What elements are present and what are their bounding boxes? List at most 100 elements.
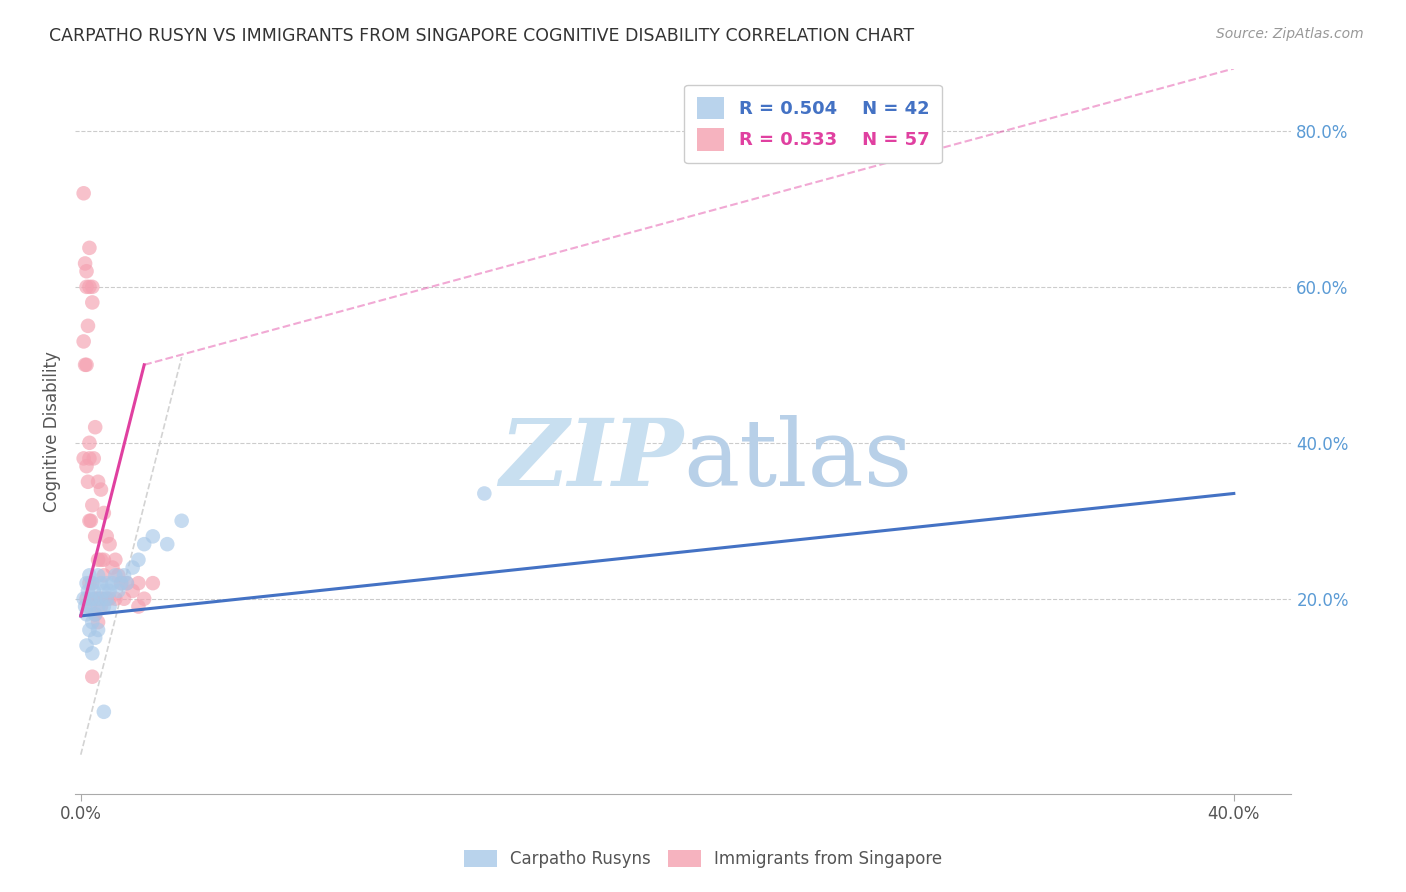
Point: [79, 280, 101, 294]
Point: [115, 576, 138, 591]
Y-axis label: Cognitive Disability: Cognitive Disability: [44, 351, 60, 511]
Point: [72, 186, 94, 201]
Point: [84, 591, 107, 606]
Point: [79, 568, 101, 582]
Text: ZIP: ZIP: [499, 415, 683, 505]
Point: [96, 576, 118, 591]
Point: [93, 568, 115, 582]
Text: Source: ZipAtlas.com: Source: ZipAtlas.com: [1216, 27, 1364, 41]
Point: [76, 576, 98, 591]
Legend: R = 0.504    N = 42, R = 0.533    N = 57: R = 0.504 N = 42, R = 0.533 N = 57: [685, 85, 942, 163]
Point: [87, 591, 110, 606]
Point: [79, 623, 101, 637]
Point: [142, 576, 165, 591]
Point: [77, 318, 100, 333]
Point: [82, 498, 104, 512]
Point: [121, 560, 143, 574]
Point: [82, 670, 104, 684]
Point: [90, 576, 112, 591]
Point: [90, 599, 112, 614]
Point: [112, 591, 135, 606]
Point: [87, 553, 110, 567]
Point: [472, 486, 495, 500]
Point: [98, 599, 121, 614]
Point: [79, 599, 101, 614]
Point: [107, 583, 129, 598]
Point: [87, 599, 110, 614]
Point: [134, 591, 156, 606]
Point: [90, 591, 112, 606]
Point: [93, 599, 115, 614]
Point: [84, 607, 107, 622]
Point: [110, 576, 132, 591]
Point: [84, 607, 107, 622]
Point: [93, 553, 115, 567]
Point: [87, 623, 110, 637]
Point: [76, 639, 98, 653]
Point: [87, 475, 110, 489]
Point: [107, 568, 129, 582]
Point: [112, 568, 135, 582]
Point: [90, 553, 112, 567]
Point: [83, 583, 105, 598]
Point: [82, 646, 104, 660]
Point: [121, 583, 143, 598]
Point: [76, 264, 98, 278]
Point: [82, 615, 104, 629]
Point: [79, 241, 101, 255]
Point: [98, 583, 121, 598]
Point: [84, 591, 107, 606]
Point: [75, 599, 97, 614]
Text: atlas: atlas: [683, 415, 912, 505]
Point: [72, 451, 94, 466]
Point: [90, 483, 112, 497]
Point: [127, 576, 149, 591]
Point: [84, 631, 107, 645]
Point: [80, 591, 103, 606]
Point: [101, 560, 124, 574]
Point: [77, 583, 100, 598]
Point: [77, 475, 100, 489]
Point: [142, 529, 165, 543]
Point: [134, 537, 156, 551]
Point: [76, 459, 98, 474]
Point: [76, 591, 98, 606]
Text: CARPATHO RUSYN VS IMMIGRANTS FROM SINGAPORE COGNITIVE DISABILITY CORRELATION CHA: CARPATHO RUSYN VS IMMIGRANTS FROM SINGAP…: [49, 27, 914, 45]
Point: [101, 576, 124, 591]
Point: [93, 506, 115, 520]
Point: [79, 576, 101, 591]
Point: [87, 568, 110, 582]
Point: [72, 334, 94, 349]
Point: [104, 553, 127, 567]
Point: [98, 591, 121, 606]
Point: [93, 583, 115, 598]
Point: [79, 435, 101, 450]
Point: [76, 358, 98, 372]
Point: [127, 553, 149, 567]
Point: [83, 451, 105, 466]
Point: [75, 256, 97, 270]
Point: [170, 514, 193, 528]
Point: [80, 514, 103, 528]
Point: [79, 514, 101, 528]
Point: [75, 358, 97, 372]
Point: [84, 420, 107, 434]
Point: [82, 576, 104, 591]
Point: [84, 529, 107, 543]
Point: [82, 295, 104, 310]
Point: [104, 591, 127, 606]
Point: [96, 591, 118, 606]
Point: [115, 576, 138, 591]
Point: [82, 280, 104, 294]
Point: [127, 599, 149, 614]
Point: [82, 576, 104, 591]
Point: [96, 529, 118, 543]
Point: [90, 591, 112, 606]
Point: [156, 537, 179, 551]
Point: [76, 280, 98, 294]
Point: [98, 537, 121, 551]
Point: [79, 451, 101, 466]
Point: [87, 615, 110, 629]
Point: [104, 568, 127, 582]
Point: [79, 599, 101, 614]
